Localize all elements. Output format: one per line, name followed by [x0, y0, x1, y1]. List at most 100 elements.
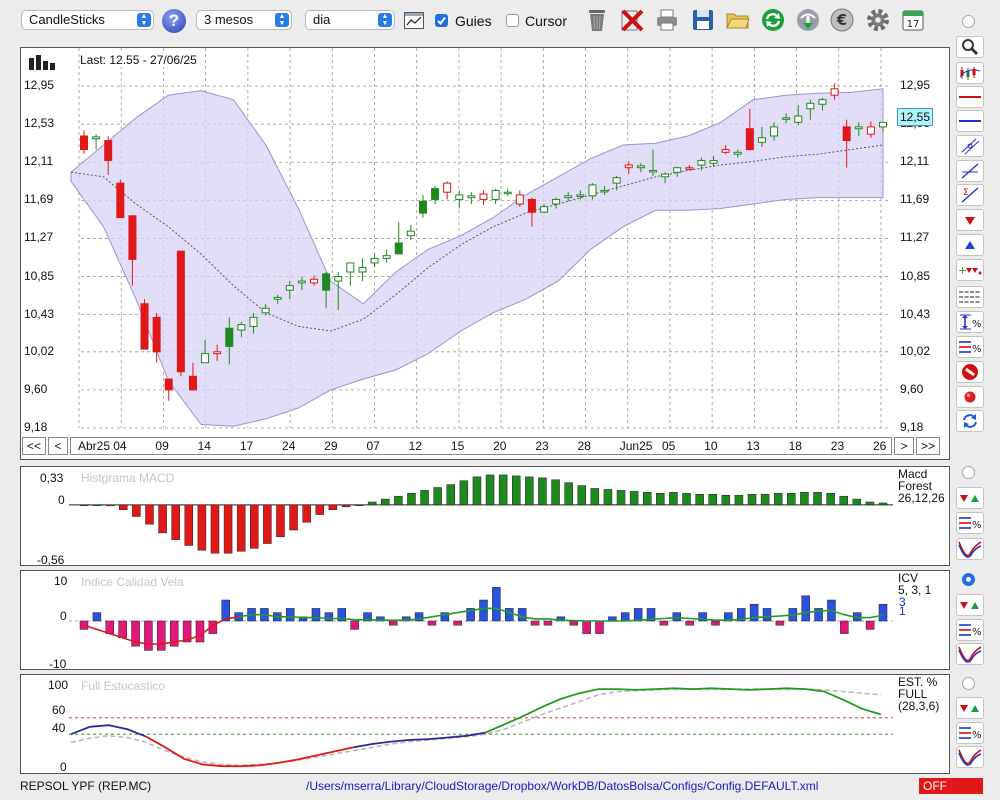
chevron-updown-icon: ▲ ▼: [378, 13, 392, 27]
macd-histogram-chart[interactable]: [21, 467, 949, 565]
candle-up: [346, 262, 355, 273]
refresh-icon: [762, 9, 784, 31]
sell-signal-button[interactable]: [956, 209, 984, 231]
candle-down: [104, 140, 113, 161]
stochastic-k-line: [145, 735, 354, 768]
candle-down: [164, 378, 173, 391]
macd-lines-percent-button[interactable]: %: [956, 512, 984, 534]
trendline-tool-button[interactable]: [956, 160, 984, 182]
status-off-badge[interactable]: OFF: [919, 778, 983, 794]
icv-chart[interactable]: [21, 571, 949, 669]
date-label: 13: [746, 439, 760, 453]
interval-value: dia: [313, 12, 331, 27]
price-label-left: 10,43: [24, 306, 55, 321]
lines-percent-icon: %: [959, 624, 981, 638]
oscillator-curves-icon: [958, 749, 982, 766]
main-panel-radio[interactable]: [962, 15, 975, 28]
nav-next-button[interactable]: >: [894, 437, 914, 455]
period-select[interactable]: 3 mesos ▲ ▼: [196, 10, 292, 30]
sync-button[interactable]: [956, 410, 984, 432]
open-button[interactable]: [725, 6, 751, 34]
cursor-checkbox[interactable]: [506, 14, 519, 27]
interval-select[interactable]: dia ▲ ▼: [305, 10, 395, 30]
icv-bar: [621, 612, 630, 622]
sto-lines-percent-button[interactable]: %: [956, 722, 984, 744]
icv-bar: [736, 608, 746, 622]
macd-curves-button[interactable]: [956, 538, 984, 560]
main-chart-panel[interactable]: Last: 12.55 - 27/06/25: [20, 47, 950, 460]
remove-button[interactable]: [619, 6, 645, 34]
chart-type-select[interactable]: CandleSticks ▲ ▼: [21, 10, 154, 30]
red-dot-icon: [964, 391, 976, 403]
price-label-left: 9,60: [24, 381, 48, 396]
icv-bar: [646, 608, 656, 622]
lines-percent-button[interactable]: %: [956, 336, 984, 358]
zoom-button[interactable]: [956, 36, 984, 58]
candle-up: [406, 230, 415, 237]
calendar-button[interactable]: 17: [900, 6, 926, 34]
macd-signals-button[interactable]: [956, 487, 984, 509]
date-label: 18: [788, 439, 802, 453]
macd-bar: [747, 494, 757, 506]
price-label-left: 12,11: [24, 154, 54, 169]
macd-tick-bottom: -0,56: [37, 553, 65, 567]
icv-signals-button[interactable]: [956, 594, 984, 616]
macd-panel[interactable]: Histgrama MACD: [20, 466, 950, 566]
config-path-link[interactable]: /Users/mserra/Library/CloudStorage/Dropb…: [306, 779, 819, 793]
macd-bar: [354, 504, 364, 506]
nav-prev-button[interactable]: <: [48, 437, 68, 455]
mini-candles-icon: [959, 67, 981, 80]
icv-bar: [324, 612, 334, 622]
status-off-label: OFF: [923, 779, 947, 793]
stochastic-panel-radio[interactable]: [962, 677, 975, 690]
candle-up: [491, 189, 500, 200]
euro-coin-icon: €: [830, 8, 854, 32]
range-percent-button[interactable]: %: [956, 311, 984, 333]
icv-panel[interactable]: Indice Calidad Vela: [20, 570, 950, 670]
nav-last-button[interactable]: >>: [916, 437, 940, 455]
levels-button[interactable]: [956, 286, 984, 308]
signals-toggle-button[interactable]: +: [956, 259, 984, 281]
macd-bar: [485, 474, 495, 506]
delete-button[interactable]: [584, 6, 610, 34]
icv-bar: [569, 620, 578, 626]
buy-signal-button[interactable]: [956, 234, 984, 256]
stochastic-panel[interactable]: Full Estocastico: [20, 674, 950, 774]
icv-panel-radio[interactable]: [962, 573, 975, 586]
sto-curves-button[interactable]: [956, 746, 984, 768]
horizontal-line-blue-button[interactable]: [956, 110, 984, 132]
nav-first-button[interactable]: <<: [22, 437, 46, 455]
save-button[interactable]: [690, 6, 716, 34]
date-label: 12: [408, 439, 423, 453]
candle-up: [540, 206, 549, 213]
settings-button[interactable]: [865, 6, 891, 34]
macd-bar: [341, 504, 351, 508]
horizontal-line-red-button[interactable]: [956, 86, 984, 108]
sto-signals-button[interactable]: [956, 697, 984, 719]
date-label: 17: [239, 439, 254, 453]
print-button[interactable]: [654, 6, 680, 34]
fibonacci-tool-button[interactable]: Σ: [956, 184, 984, 206]
red-green-arrows-icon: [960, 705, 979, 712]
guides-checkbox[interactable]: [435, 14, 448, 27]
candlestick-chart[interactable]: [21, 48, 949, 459]
stop-button[interactable]: [956, 361, 984, 383]
macd-bar: [92, 504, 102, 506]
macd-bar: [616, 490, 626, 506]
gear-icon: [867, 9, 889, 31]
channel-tool-button[interactable]: [956, 135, 984, 157]
chart-type-toggle-button[interactable]: [956, 62, 984, 84]
chart-window-button[interactable]: [404, 12, 424, 29]
download-button[interactable]: [795, 6, 821, 34]
stochastic-chart[interactable]: [21, 675, 949, 773]
icv-bar: [517, 608, 527, 622]
help-button[interactable]: ?: [162, 9, 186, 33]
icv-lines-percent-button[interactable]: %: [956, 619, 984, 641]
currency-button[interactable]: €: [829, 6, 855, 34]
macd-bar: [367, 501, 377, 506]
record-button[interactable]: [956, 386, 984, 408]
icv-curves-button[interactable]: [956, 643, 984, 665]
refresh-button[interactable]: [760, 6, 786, 34]
date-axis[interactable]: [70, 437, 892, 455]
macd-panel-radio[interactable]: [962, 466, 975, 479]
